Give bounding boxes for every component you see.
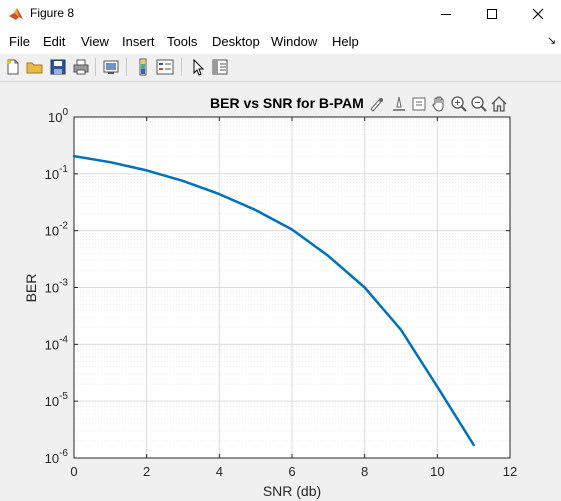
y-tick-label: 10-5 xyxy=(45,391,69,409)
y-tick-label: 10-1 xyxy=(45,164,69,182)
x-tick-label: 8 xyxy=(361,464,368,479)
colorbar-icon[interactable] xyxy=(134,58,152,76)
y-tick-label: 10-6 xyxy=(45,448,69,466)
zoom-in-icon[interactable] xyxy=(450,95,468,113)
toolbar-separator xyxy=(181,58,182,76)
open-file-icon[interactable] xyxy=(26,58,44,76)
x-axis-label: SNR (db) xyxy=(263,483,321,499)
y-tick-label: 10-2 xyxy=(45,221,69,239)
toolbar-separator xyxy=(126,58,127,76)
y-axis-label: BER xyxy=(23,274,39,303)
zoom-out-icon[interactable] xyxy=(470,95,488,113)
link-plot-icon[interactable] xyxy=(102,58,120,76)
maximize-button[interactable] xyxy=(469,0,515,28)
y-tick-label: 10-4 xyxy=(45,334,69,352)
plot-title: BER vs SNR for B-PAM xyxy=(210,95,364,111)
minimize-icon xyxy=(441,14,451,15)
x-tick-label: 0 xyxy=(70,464,77,479)
menu-tools[interactable]: Tools xyxy=(167,34,198,49)
menu-insert[interactable]: Insert xyxy=(122,34,155,49)
menu-desktop[interactable]: Desktop xyxy=(212,34,260,49)
data-tips-icon[interactable] xyxy=(390,95,408,113)
export-icon[interactable] xyxy=(410,95,428,113)
y-tick-label: 100 xyxy=(48,107,68,125)
y-tick-label: 10-3 xyxy=(45,278,69,296)
x-tick-label: 6 xyxy=(288,464,295,479)
menu-window[interactable]: Window xyxy=(271,34,318,49)
title-bar xyxy=(0,0,561,28)
minimize-button[interactable] xyxy=(423,0,469,28)
x-tick-label: 12 xyxy=(503,464,517,479)
toolbar-separator xyxy=(95,58,96,76)
figure-toolbar xyxy=(0,54,561,82)
menu-file[interactable]: File xyxy=(9,34,30,49)
legend-icon[interactable] xyxy=(156,58,174,76)
menu-help[interactable]: Help xyxy=(332,34,359,49)
print-icon[interactable] xyxy=(72,58,90,76)
pan-icon[interactable] xyxy=(430,95,448,113)
menu-view[interactable]: View xyxy=(81,34,109,49)
window-title: Figure 8 xyxy=(30,6,75,20)
edit-plot-icon[interactable] xyxy=(189,58,207,76)
close-button[interactable] xyxy=(515,0,561,28)
maximize-icon xyxy=(487,9,497,19)
new-figure-icon[interactable] xyxy=(4,58,22,76)
menu-edit[interactable]: Edit xyxy=(43,34,66,49)
home-icon[interactable] xyxy=(490,95,508,113)
x-tick-label: 2 xyxy=(143,464,150,479)
matlab-logo-icon xyxy=(9,8,23,20)
x-tick-label: 4 xyxy=(216,464,223,479)
dock-arrow-icon[interactable]: ↘ xyxy=(547,35,557,47)
ber-series-line xyxy=(72,154,475,447)
brush-icon[interactable] xyxy=(368,95,386,113)
save-icon[interactable] xyxy=(49,58,67,76)
close-icon xyxy=(532,8,544,20)
x-tick-label: 10 xyxy=(430,464,444,479)
property-inspector-icon[interactable] xyxy=(211,58,229,76)
menu-bar xyxy=(0,28,561,54)
